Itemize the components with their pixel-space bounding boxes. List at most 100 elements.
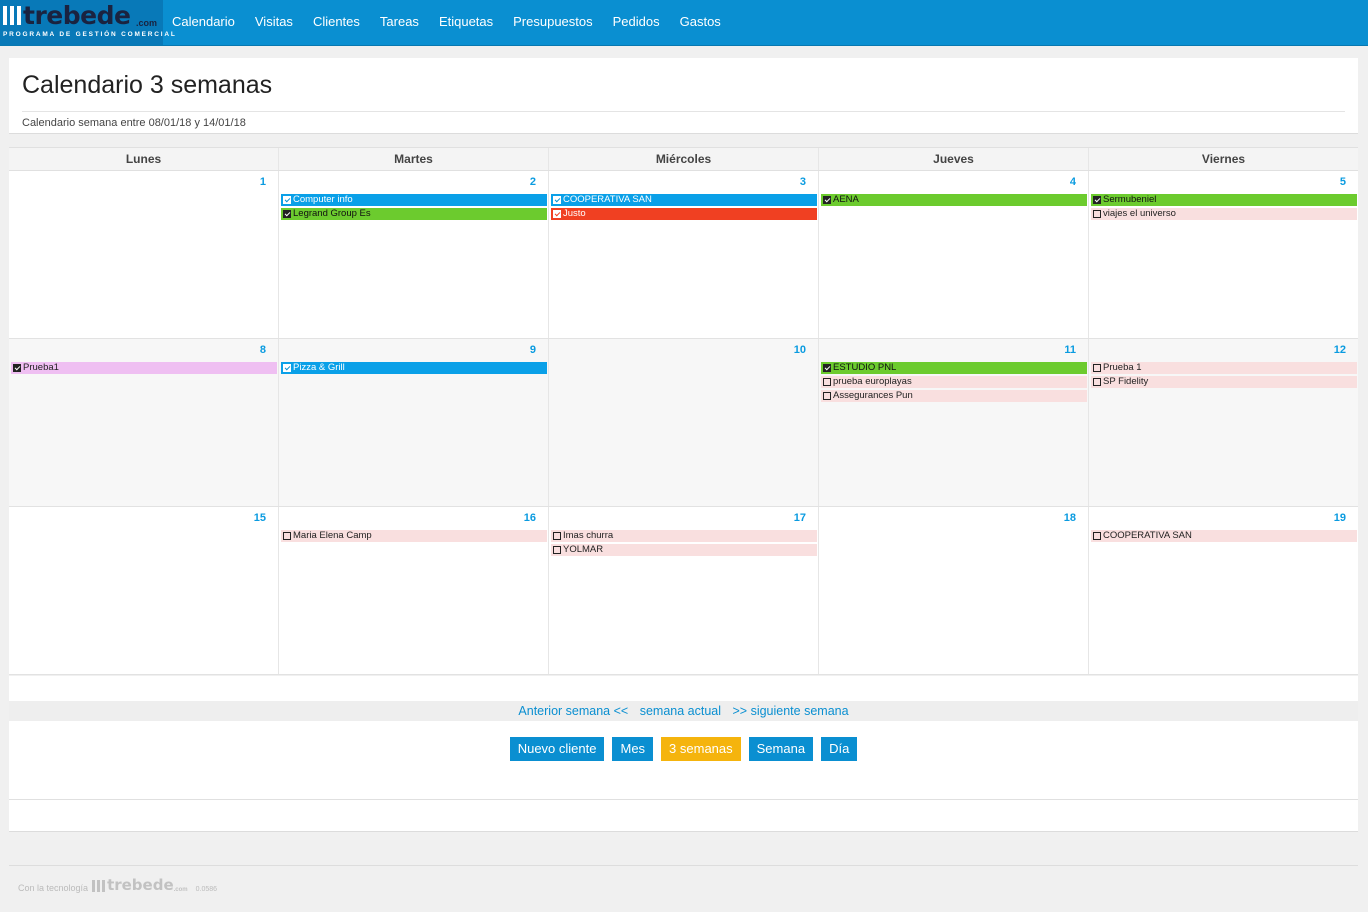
checked-checkbox-icon[interactable] (13, 364, 21, 372)
calendar-event[interactable]: Computer info (281, 194, 547, 206)
day-number[interactable]: 18 (1063, 512, 1076, 524)
day-name-jueves: Jueves (819, 148, 1089, 170)
checked-checkbox-icon[interactable] (553, 196, 561, 204)
day-events: Prueba1 (11, 362, 277, 376)
footer-wordmark[interactable]: trebede (107, 876, 174, 894)
calendar-event[interactable]: Assegurances Pun (821, 390, 1087, 402)
day-cell-miercoles[interactable]: 10 (549, 339, 819, 506)
event-label: AENA (833, 194, 859, 205)
unchecked-checkbox-icon[interactable] (1093, 364, 1101, 372)
footer-logo-bars-icon (92, 880, 106, 892)
footer: Con la tecnología trebede .com 0.0586 (18, 876, 217, 894)
unchecked-checkbox-icon[interactable] (1093, 532, 1101, 540)
calendar-event[interactable]: COOPERATIVA SAN (1091, 530, 1357, 542)
checked-checkbox-icon[interactable] (823, 196, 831, 204)
current-week-link[interactable]: semana actual (639, 704, 722, 718)
checked-checkbox-icon[interactable] (1093, 196, 1101, 204)
checked-checkbox-icon[interactable] (283, 364, 291, 372)
calendar-event[interactable]: Maria Elena Camp (281, 530, 547, 542)
day-cell-miercoles[interactable]: 3 COOPERATIVA SAN Justo (549, 171, 819, 338)
nav-item-calendario[interactable]: Calendario (172, 14, 235, 29)
unchecked-checkbox-icon[interactable] (553, 532, 561, 540)
day-number[interactable]: 1 (259, 176, 266, 188)
calendar-week: 1 2 Computer info Legrand Group Es 3 COOPERAT… (9, 171, 1358, 339)
unchecked-checkbox-icon[interactable] (1093, 378, 1101, 386)
calendar-event[interactable]: viajes el universo (1091, 208, 1357, 220)
day-number[interactable]: 11 (1064, 344, 1076, 356)
unchecked-checkbox-icon[interactable] (823, 392, 831, 400)
day-cell-viernes[interactable]: 12 Prueba 1 SP Fidelity (1089, 339, 1358, 506)
new-client-button[interactable]: Nuevo cliente (509, 737, 605, 761)
day-number[interactable]: 5 (1339, 176, 1346, 188)
nav-item-gastos[interactable]: Gastos (679, 14, 721, 29)
checked-checkbox-icon[interactable] (823, 364, 831, 372)
calendar-event[interactable]: Justo (551, 208, 817, 220)
calendar-event[interactable]: Legrand Group Es (281, 208, 547, 220)
day-cell-miercoles[interactable]: 17 Imas churra YOLMAR (549, 507, 819, 674)
day-cell-lunes[interactable]: 1 (9, 171, 279, 338)
day-cell-martes[interactable]: 2 Computer info Legrand Group Es (279, 171, 549, 338)
calendar-event[interactable]: Prueba1 (11, 362, 277, 374)
checked-checkbox-icon[interactable] (283, 196, 291, 204)
checked-checkbox-icon[interactable] (553, 210, 561, 218)
day-cell-martes[interactable]: 16 Maria Elena Camp (279, 507, 549, 674)
day-events: Pizza & Grill (281, 362, 547, 376)
nav-item-visitas[interactable]: Visitas (254, 14, 293, 29)
nav-item-clientes[interactable]: Clientes (312, 14, 360, 29)
day-events: Prueba 1 SP Fidelity (1091, 362, 1357, 390)
calendar-event[interactable]: prueba europlayas (821, 376, 1087, 388)
day-name-martes: Martes (279, 148, 549, 170)
event-label: COOPERATIVA SAN (1103, 530, 1192, 541)
calendar-event[interactable]: Prueba 1 (1091, 362, 1357, 374)
day-number[interactable]: 9 (529, 344, 536, 356)
unchecked-checkbox-icon[interactable] (283, 532, 291, 540)
three-weeks-view-button[interactable]: 3 semanas (661, 737, 741, 761)
nav-item-tareas[interactable]: Tareas (379, 14, 419, 29)
calendar-event[interactable]: AENA (821, 194, 1087, 206)
calendar-event[interactable]: Sermubeniel (1091, 194, 1357, 206)
day-number[interactable]: 12 (1333, 344, 1346, 356)
next-week-link[interactable]: >> siguiente semana (732, 704, 849, 718)
day-cell-jueves[interactable]: 11 ESTUDIO PNL prueba europlayas Asseguranc… (819, 339, 1089, 506)
calendar-event[interactable]: COOPERATIVA SAN (551, 194, 817, 206)
calendar-event[interactable]: ESTUDIO PNL (821, 362, 1087, 374)
prev-week-link[interactable]: Anterior semana << (518, 704, 629, 718)
calendar-event[interactable]: YOLMAR (551, 544, 817, 556)
unchecked-checkbox-icon[interactable] (823, 378, 831, 386)
day-number[interactable]: 15 (253, 512, 266, 524)
day-cell-viernes[interactable]: 19 COOPERATIVA SAN (1089, 507, 1358, 674)
day-number[interactable]: 4 (1069, 176, 1076, 188)
week-view-button[interactable]: Semana (748, 737, 814, 761)
calendar-event[interactable]: SP Fidelity (1091, 376, 1357, 388)
day-cell-martes[interactable]: 9 Pizza & Grill (279, 339, 549, 506)
event-label: prueba europlayas (833, 376, 912, 387)
day-cell-lunes[interactable]: 8 Prueba1 (9, 339, 279, 506)
day-events: AENA (821, 194, 1087, 208)
footer-text: Con la tecnología (18, 883, 89, 893)
day-number[interactable]: 16 (523, 512, 536, 524)
day-cell-jueves[interactable]: 18 (819, 507, 1089, 674)
day-number[interactable]: 19 (1333, 512, 1346, 524)
unchecked-checkbox-icon[interactable] (1093, 210, 1101, 218)
nav-item-pedidos[interactable]: Pedidos (612, 14, 660, 29)
calendar-controls: Anterior semana << semana actual >> sigu… (9, 676, 1358, 832)
event-label: Maria Elena Camp (293, 530, 372, 541)
unchecked-checkbox-icon[interactable] (553, 546, 561, 554)
month-view-button[interactable]: Mes (612, 737, 654, 761)
event-label: Legrand Group Es (293, 208, 371, 219)
day-number[interactable]: 17 (793, 512, 806, 524)
brand-logo[interactable]: trebede .com PROGRAMA DE GESTIÓN COMERCI… (0, 0, 175, 45)
nav-item-presupuestos[interactable]: Presupuestos (513, 14, 593, 29)
day-number[interactable]: 8 (259, 344, 266, 356)
day-cell-lunes[interactable]: 15 (9, 507, 279, 674)
day-view-button[interactable]: Día (821, 737, 858, 761)
nav-item-etiquetas[interactable]: Etiquetas (438, 14, 494, 29)
day-number[interactable]: 3 (799, 176, 806, 188)
day-number[interactable]: 10 (793, 344, 806, 356)
day-cell-jueves[interactable]: 4 AENA (819, 171, 1089, 338)
calendar-event[interactable]: Imas churra (551, 530, 817, 542)
day-cell-viernes[interactable]: 5 Sermubeniel viajes el universo (1089, 171, 1358, 338)
calendar-event[interactable]: Pizza & Grill (281, 362, 547, 374)
checked-checkbox-icon[interactable] (283, 210, 291, 218)
day-number[interactable]: 2 (529, 176, 536, 188)
